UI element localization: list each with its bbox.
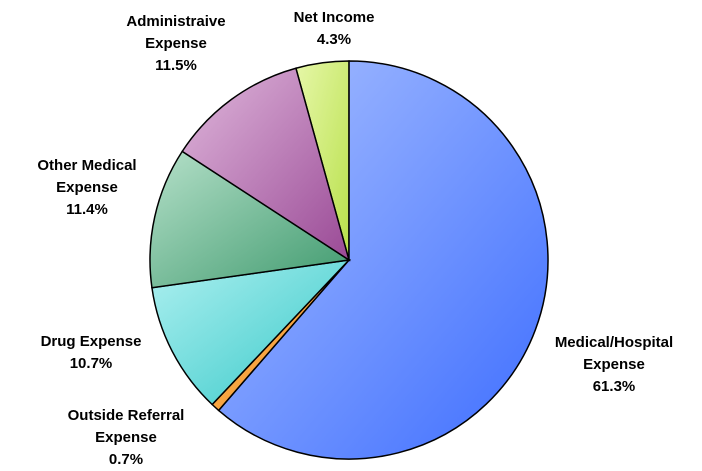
slice-label-outside-referral: Outside Referral Expense 0.7% xyxy=(68,407,185,468)
slice-medical-hospital xyxy=(217,60,549,460)
slice-label-net-income: Net Income 4.3% xyxy=(294,9,375,48)
slice-label-other-medical: Other Medical Expense 11.4% xyxy=(37,157,136,218)
slice-label-medical-hospital: Medical/Hospital Expense 61.3% xyxy=(555,334,673,395)
slice-administrative xyxy=(181,67,351,262)
slice-other-medical xyxy=(149,150,352,289)
slice-label-drug: Drug Expense 10.7% xyxy=(41,333,142,372)
slice-label-administrative: Administraive Expense 11.5% xyxy=(126,13,225,74)
slice-labels: Net Income 4.3% Medical/Hospital Expense 61.… xyxy=(37,9,673,468)
pie-slices xyxy=(149,60,549,460)
slice-drug xyxy=(151,258,352,406)
